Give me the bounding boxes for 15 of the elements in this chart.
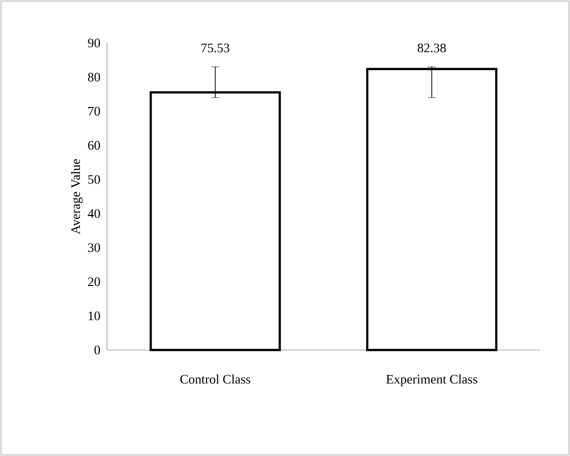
y-tick-label: 50: [88, 175, 100, 184]
data-label: 75.53: [202, 44, 230, 52]
y-tick-label: 90: [88, 38, 100, 48]
data-label: 82.38: [418, 44, 446, 52]
x-tick-label: Control Class: [180, 374, 250, 384]
x-tick-label: Experiment Class: [386, 374, 478, 386]
y-tick-label: 0: [94, 346, 100, 354]
y-tick-label: 80: [88, 72, 100, 82]
y-tick-label: 20: [88, 277, 100, 286]
y-tick-label: 30: [88, 243, 100, 252]
y-axis-title: Average Value: [70, 159, 83, 234]
y-tick-label: 70: [88, 106, 100, 116]
y-tick-label: 60: [88, 140, 100, 150]
y-tick-label: 40: [88, 209, 100, 218]
y-tick-label: 10: [88, 312, 100, 320]
